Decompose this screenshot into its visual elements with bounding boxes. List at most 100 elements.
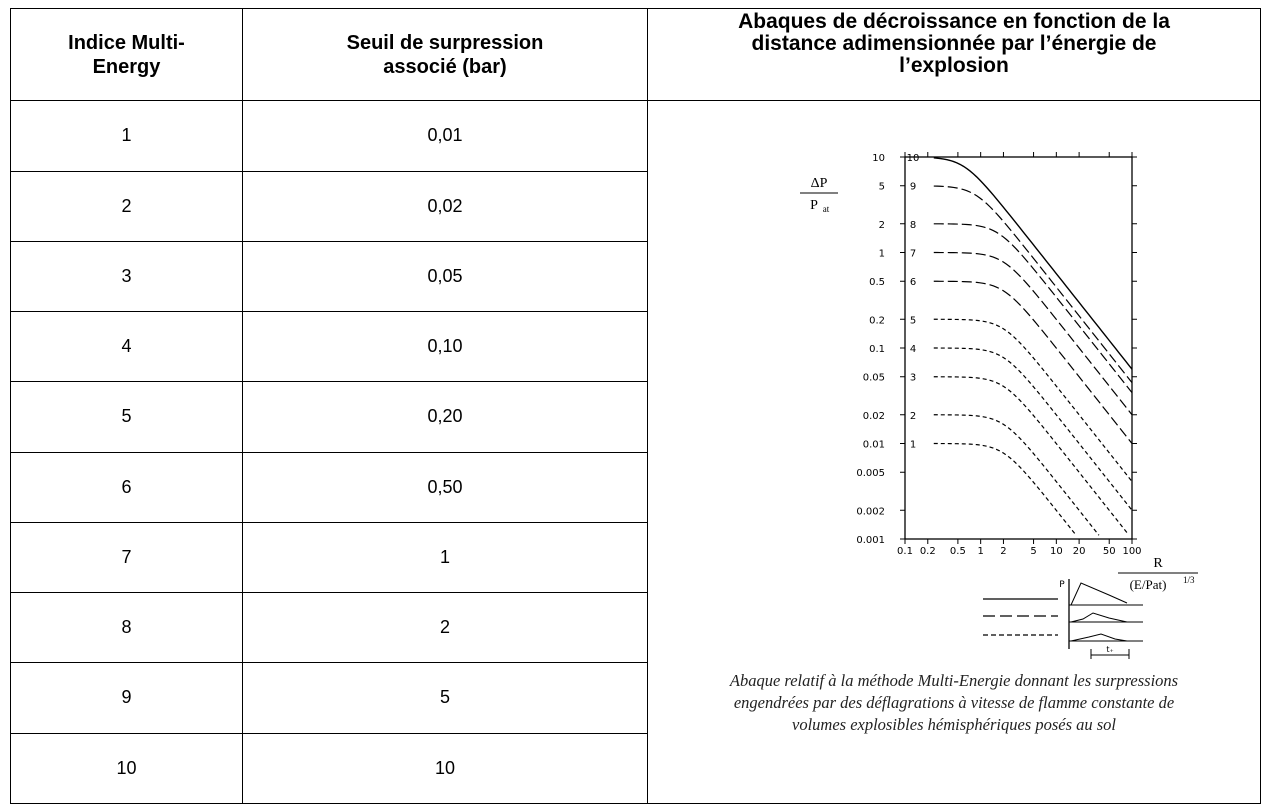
seuil-cell: 0,05 [242,240,648,313]
index-cell: 5 [10,381,243,453]
inset-p-label: P [1059,580,1065,590]
seuil-cell: 2 [242,592,648,664]
curve-series-4 [933,347,1133,511]
seuil-cell: 10 [242,732,648,805]
header-seuil-line2: associé (bar) [383,55,507,78]
caption-line-2: engendrées par des déflagrations à vites… [733,693,1175,713]
curve-label-10: 10 [907,153,920,164]
index-cell: 8 [10,592,243,664]
caption-line-1: Abaque relatif à la méthode Multi-Energi… [729,671,1179,691]
y-tick-label: 0.01 [863,440,885,451]
y-axis-label-numerator: ΔP [811,176,828,191]
index-cell: 10 [10,732,243,805]
x-tick-label: 100 [1122,546,1141,557]
curve-label-7: 7 [910,249,916,260]
x-axis-label-denominator: (E/Pat) [1130,577,1167,592]
curve-label-3: 3 [910,373,916,384]
multi-energy-table: Indice Multi- Energy Seuil de surpressio… [10,7,1261,805]
header-indice: Indice Multi- Energy [10,7,243,102]
header-abaques-line3: l’explosion [899,54,1009,77]
figure-caption: Abaque relatif à la méthode Multi-Energi… [648,670,1260,736]
index-cell: 6 [10,451,243,523]
curve-label-9: 9 [910,182,916,193]
header-indice-line2: Energy [92,55,161,78]
header-abaques-line2: distance adimensionnée par l’énergie de [751,32,1157,55]
x-tick-label: 0.5 [950,546,966,557]
curve-series-5 [933,319,1133,483]
seuil-cell: 5 [242,662,648,734]
curve-label-2: 2 [910,411,916,422]
curve-label-6: 6 [910,278,916,289]
header-row: Indice Multi- Energy Seuil de surpressio… [10,7,1261,102]
table-row: 9 5 [10,662,1261,734]
header-seuil-line1: Seuil de surpression [346,31,544,54]
curve-series-1 [933,443,1077,536]
table-row: 7 1 [10,521,1261,594]
y-tick-label: 0.5 [869,278,885,289]
caption-line-3: volumes explosibles hémisphériques posés… [792,715,1116,735]
table-row: 1 0,01 10 5 2 1 0.5 0.2 0.1 0.05 0.02 0.01 0.005 0.… [10,100,1261,804]
curve-label-4: 4 [910,344,916,355]
y-tick-label: 0.1 [869,344,885,355]
seuil-cell: 0,20 [242,381,648,453]
inset-t-label: t₊ [1106,645,1113,654]
x-tick-label: 50 [1103,546,1116,557]
y-axis-label-subscript: at [823,204,830,214]
inset-pulse-low [1070,633,1128,642]
seuil-cell: 0,10 [242,311,648,383]
index-cell: 4 [10,311,243,383]
x-tick-label: 5 [1030,546,1036,557]
y-tick-label: 10 [872,153,885,164]
inset-pulse-shock [1070,582,1128,606]
x-axis-label-superscript: 1/3 [1183,575,1195,585]
curve-series-6 [933,281,1133,445]
curve-series-2 [933,414,1100,537]
inset-pulse-mid [1070,612,1128,623]
x-tick-label: 10 [1050,546,1063,557]
curve-label-8: 8 [910,220,916,231]
curve-series-3 [933,376,1130,536]
y-tick-label: 1 [879,249,885,260]
x-tick-label: 0.1 [897,546,913,557]
x-tick-label: 20 [1073,546,1086,557]
y-tick-label: 0.005 [856,469,885,480]
header-abaques-line1: Abaques de décroissance en fonction de l… [738,10,1170,33]
y-tick-label: 2 [879,220,885,231]
header-abaques: Abaques de décroissance en fonction de l… [647,7,1261,102]
table-row: 6 0,50 [10,451,1261,523]
x-tick-label: 0.2 [920,546,936,557]
x-tick-label: 2 [1000,546,1006,557]
curve-label-1: 1 [910,440,916,451]
seuil-cell: 0,01 [242,100,648,172]
curve-series-7 [933,252,1133,416]
index-cell: 1 [10,100,243,172]
index-cell: 9 [10,662,243,734]
y-tick-label: 0.02 [863,411,885,422]
seuil-cell: 0,02 [242,170,648,242]
table-row: 2 0,02 [10,170,1261,242]
index-cell: 3 [10,240,243,313]
curve-label-5: 5 [910,316,916,327]
curve-series-10 [933,157,1133,370]
plot-frame [904,156,1133,540]
abaque-figure: 10 5 2 1 0.5 0.2 0.1 0.05 0.02 0.01 0.005 0.002 0.00… [648,101,1260,803]
seuil-cell: 0,50 [242,451,648,523]
y-tick-label: 0.2 [869,316,885,327]
abaque-cell: 10 5 2 1 0.5 0.2 0.1 0.05 0.02 0.01 0.005 0.002 0.00… [647,100,1261,804]
table-row: 3 0,05 [10,240,1261,313]
table-row: 10 10 [10,732,1261,805]
curve-series-8 [933,223,1133,394]
y-tick-label: 0.001 [856,535,885,546]
curve-series-9 [933,185,1133,384]
seuil-cell: 1 [242,521,648,594]
abaque-chart: 10 5 2 1 0.5 0.2 0.1 0.05 0.02 0.01 0.005 0.002 0.00… [800,152,1198,660]
x-axis-label-numerator: R [1153,556,1163,571]
y-tick-label: 0.05 [863,373,885,384]
x-tick-label: 1 [977,546,983,557]
table-row: 4 0,10 [10,311,1261,383]
index-cell: 2 [10,170,243,242]
y-tick-label: 0.002 [856,507,885,518]
y-tick-label: 5 [879,182,885,193]
y-axis-label-denominator: P [810,198,818,213]
header-seuil: Seuil de surpression associé (bar) [242,7,648,102]
